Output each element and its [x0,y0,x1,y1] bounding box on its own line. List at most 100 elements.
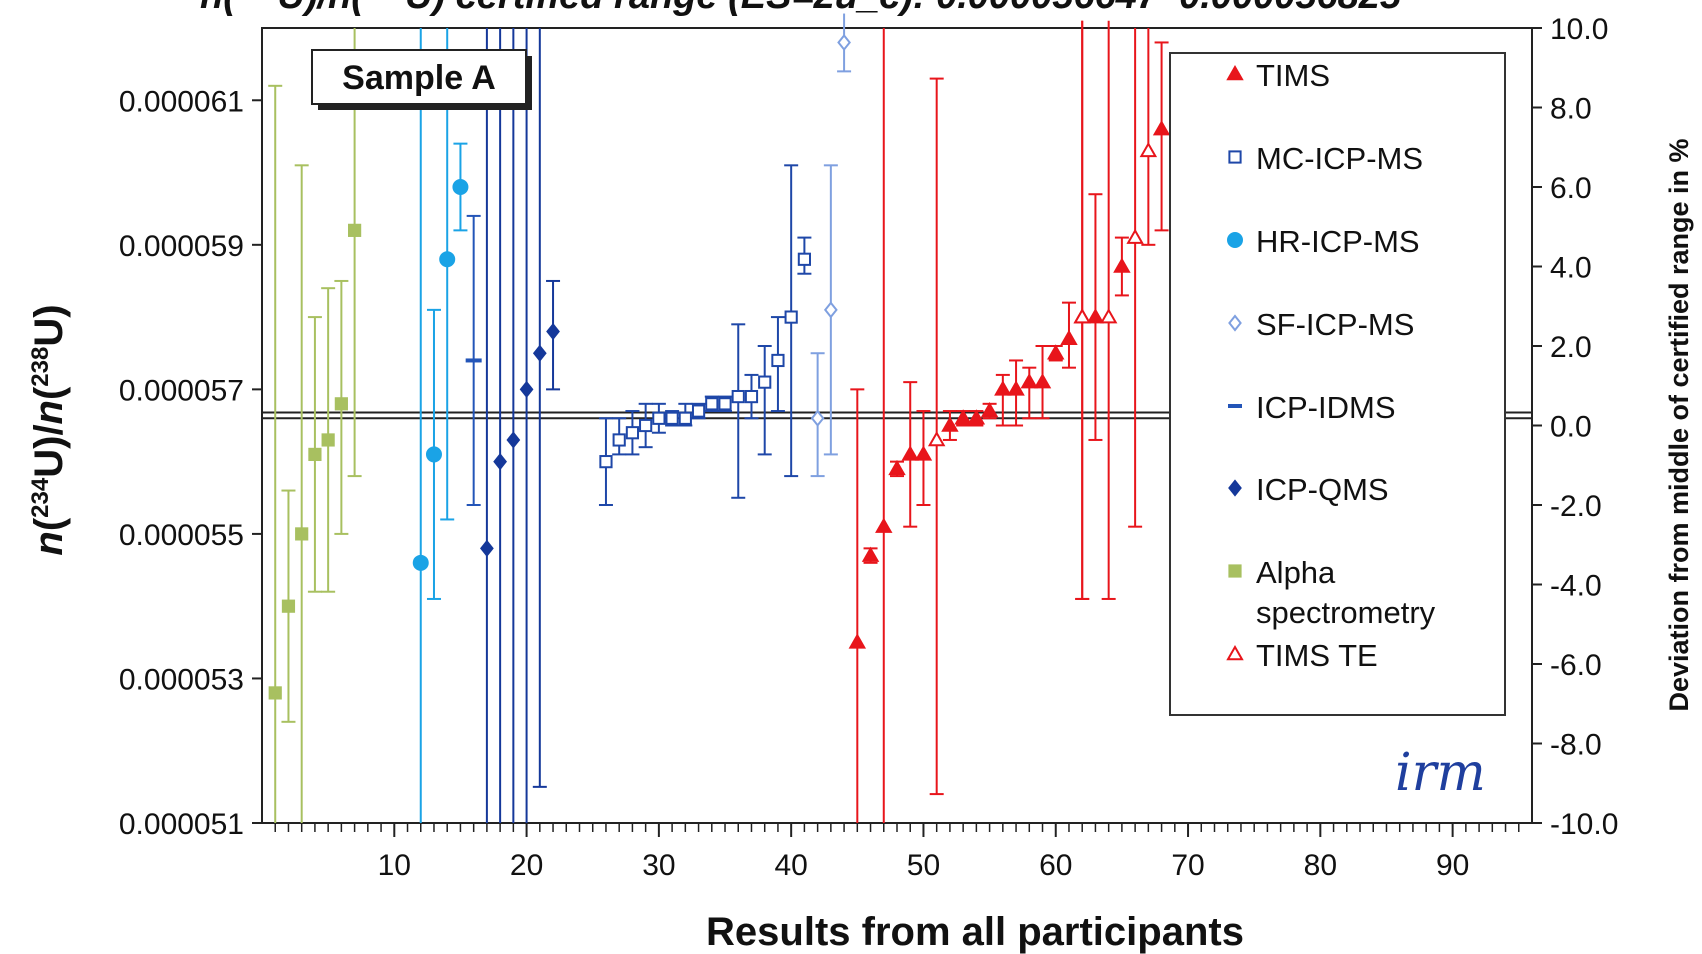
data-point [281,599,296,613]
data-point [268,686,282,700]
data-point [506,431,521,449]
legend-frame [1169,52,1506,716]
y2-tick-label: 2.0 [1550,331,1592,364]
data-point [546,322,560,341]
y-tick-label: 0.000053 [119,663,244,696]
data-point [1139,141,1158,158]
data-point [980,402,999,418]
data-point [612,433,626,447]
data-point [321,433,335,447]
data-point [744,389,759,404]
series-6 [268,28,362,823]
data-point [731,389,745,404]
legend-marker [1227,232,1243,248]
data-point [665,411,679,425]
data-point [1086,308,1105,324]
data-point [941,416,959,432]
y2-tick-label: 10.0 [1550,13,1608,46]
data-point [861,546,880,562]
data-point [823,301,838,319]
data-point [1126,228,1144,244]
x-tick-label: 30 [642,849,675,882]
legend-label: HR-ICP-MS [1256,224,1420,259]
y-axis-title: n(234U)/n(238U) [27,304,71,555]
y-tick-label: 0.000059 [119,230,244,263]
data-point [797,252,811,266]
x-tick-label: 50 [907,849,940,882]
data-point [465,358,482,363]
data-point [639,418,653,433]
y2-tick-label: -8.0 [1550,729,1602,762]
data-point [1007,380,1025,396]
y2-axis-title: Deviation from middle of certified range… [1664,138,1694,711]
data-point [652,411,666,425]
data-point [519,380,534,398]
data-point [532,344,547,362]
legend: TIMS MC-ICP-MS HR-ICP-MS SF-ICP-MS ICP-IDMS I… [1169,52,1506,716]
data-point [705,397,719,411]
data-point [888,459,906,476]
data-point [425,446,442,463]
data-point [848,633,867,649]
data-point [927,430,946,447]
y2-tick-label: -2.0 [1550,490,1602,523]
legend-label: MC-ICP-MS [1256,141,1423,176]
legend-label: SF-ICP-MS [1256,307,1414,342]
y2-tick-label: 6.0 [1550,172,1592,205]
data-point [599,455,613,469]
series-1 [598,164,812,506]
legend-label: TIMS TE [1256,638,1378,673]
legend-marker [1228,564,1242,578]
sample-label-box: Sample A [311,49,532,110]
x-axis-title: Results from all participants [706,910,1244,954]
data-point [771,353,785,368]
data-point [334,397,348,411]
series-3 [810,13,852,478]
series-2 [412,28,469,823]
y2-tick-label: -6.0 [1550,649,1602,682]
data-point [837,33,851,52]
x-tick-label: 70 [1171,849,1204,882]
y-tick-label: 0.000055 [119,519,244,552]
legend-label: TIMS [1256,58,1330,93]
data-point [718,397,732,411]
data-point [914,445,933,461]
series-0 [848,20,1171,823]
data-point [480,539,494,557]
series-5 [480,28,561,823]
legend-label: ICP-QMS [1256,472,1389,507]
data-point [625,426,640,440]
data-point [784,310,798,324]
x-tick-label: 10 [378,849,411,882]
x-tick-label: 20 [510,849,543,882]
legend-label: spectrometry [1256,595,1436,630]
data-point [810,409,825,427]
y2-tick-label: -4.0 [1550,570,1602,603]
legend-label: Alpha [1256,555,1336,590]
x-tick-label: 80 [1304,849,1337,882]
data-point [412,554,429,571]
legend-marker [1226,64,1244,81]
data-point [439,251,456,268]
data-point [1060,329,1078,346]
data-point [308,447,322,462]
x-tick-label: 60 [1039,849,1072,882]
y-tick-label: 0.000057 [119,374,244,407]
series-7 [927,20,1158,796]
legend-marker [1228,314,1242,332]
data-point [1033,373,1052,389]
legend-marker [1228,479,1242,497]
data-point [967,409,986,425]
data-point [1073,308,1091,324]
y-tick-label: 0.000061 [119,85,244,118]
y2-tick-label: 0.0 [1550,411,1592,444]
axes: 0.000051 0.000053 0.000055 0.000057 0.000059… [119,13,1619,882]
series-4 [465,214,482,506]
data-point [452,179,469,195]
data-point [691,404,706,418]
y2-tick-label: 8.0 [1550,93,1592,126]
y2-tick-label: -10.0 [1550,808,1618,841]
legend-label: ICP-IDMS [1256,390,1396,425]
legend-marker [1228,150,1242,164]
legend-marker [1228,404,1242,408]
